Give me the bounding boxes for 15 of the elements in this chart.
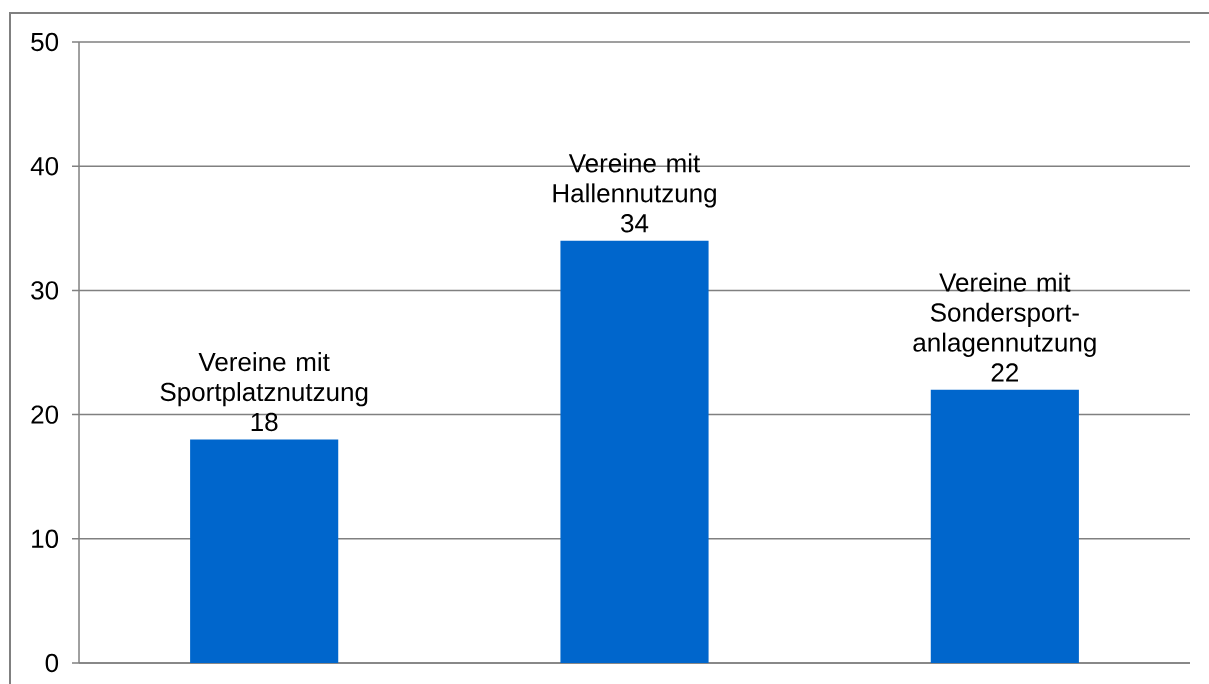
data-label: 34 bbox=[621, 214, 649, 233]
x-tick-label: Vereine mit Sondersport-anlagennutzung bbox=[913, 272, 1096, 357]
y-tick-label: 40 bbox=[30, 156, 59, 176]
y-tick-label: 0 bbox=[45, 653, 59, 673]
x-tick-label: Vereine mit Sportplatznutzung bbox=[160, 352, 368, 407]
y-tick-label: 50 bbox=[31, 32, 59, 52]
bar bbox=[930, 389, 1079, 663]
data-label: 18 bbox=[251, 412, 278, 432]
x-tick-label: Vereine mit Hallennutzung bbox=[553, 153, 716, 208]
y-tick-label: 10 bbox=[32, 529, 59, 548]
y-tick-label: 30 bbox=[31, 281, 59, 300]
bar bbox=[190, 439, 339, 663]
data-label: 22 bbox=[991, 363, 1018, 382]
y-tick-label: 20 bbox=[31, 405, 59, 424]
bar bbox=[560, 240, 709, 663]
